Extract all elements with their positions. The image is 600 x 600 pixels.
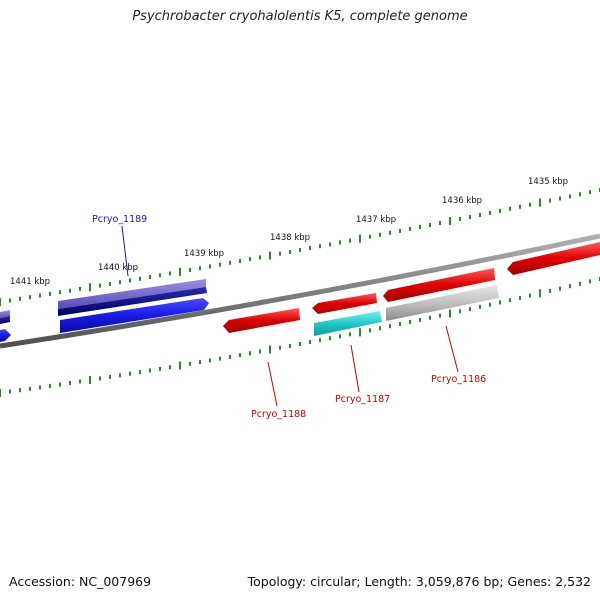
gene-pcryo-1186[interactable]: [386, 285, 499, 321]
label-pcryo-1186[interactable]: Pcryo_1186: [431, 374, 486, 385]
scale-label-1437: 1437 kbp: [356, 215, 396, 225]
scale-label-1438: 1438 kbp: [270, 233, 310, 243]
gene-pcryo-1189[interactable]: [58, 279, 209, 333]
gene-1189-navy-band: [58, 287, 207, 316]
leader-pcryo-1186: [445, 325, 459, 373]
genome-summary-text: Topology: circular; Length: 3,059,876 bp…: [247, 574, 591, 589]
leader-pcryo-1189: [121, 225, 129, 277]
leader-pcryo-1188: [267, 361, 278, 407]
gene-1189-arrow: [60, 298, 209, 333]
label-pcryo-1189[interactable]: Pcryo_1189: [92, 214, 147, 225]
left-gene-lavender: [0, 310, 10, 318]
scale-label-1439: 1439 kbp: [184, 249, 224, 259]
gene-upper-red-1[interactable]: [312, 293, 377, 314]
gene-right-red[interactable]: [507, 242, 600, 275]
label-pcryo-1187[interactable]: Pcryo_1187: [335, 394, 390, 405]
gene-left-edge: [0, 310, 11, 342]
genome-backbone: [0, 233, 600, 349]
gene-upper-red-2[interactable]: [383, 268, 495, 302]
gene-pcryo-1187[interactable]: [314, 311, 382, 336]
inner-scale-ticks: [0, 277, 600, 397]
scale-label-1441: 1441 kbp: [10, 277, 50, 287]
gene-pcryo-1188[interactable]: [223, 308, 300, 333]
gene-1189-lavender-band: [58, 279, 206, 309]
scale-label-1436: 1436 kbp: [442, 196, 482, 206]
scale-label-1440: 1440 kbp: [98, 263, 138, 273]
accession-text: Accession: NC_007969: [9, 574, 152, 589]
map-title: Psychrobacter cryohalolentis K5, complet…: [132, 9, 468, 24]
label-pcryo-1188[interactable]: Pcryo_1188: [251, 409, 306, 420]
left-gene-navy: [0, 316, 10, 324]
left-gene-arrow: [0, 329, 11, 342]
leader-pcryo-1187: [350, 344, 360, 393]
outer-scale-ticks: [0, 188, 600, 306]
scale-label-1435: 1435 kbp: [528, 177, 568, 187]
